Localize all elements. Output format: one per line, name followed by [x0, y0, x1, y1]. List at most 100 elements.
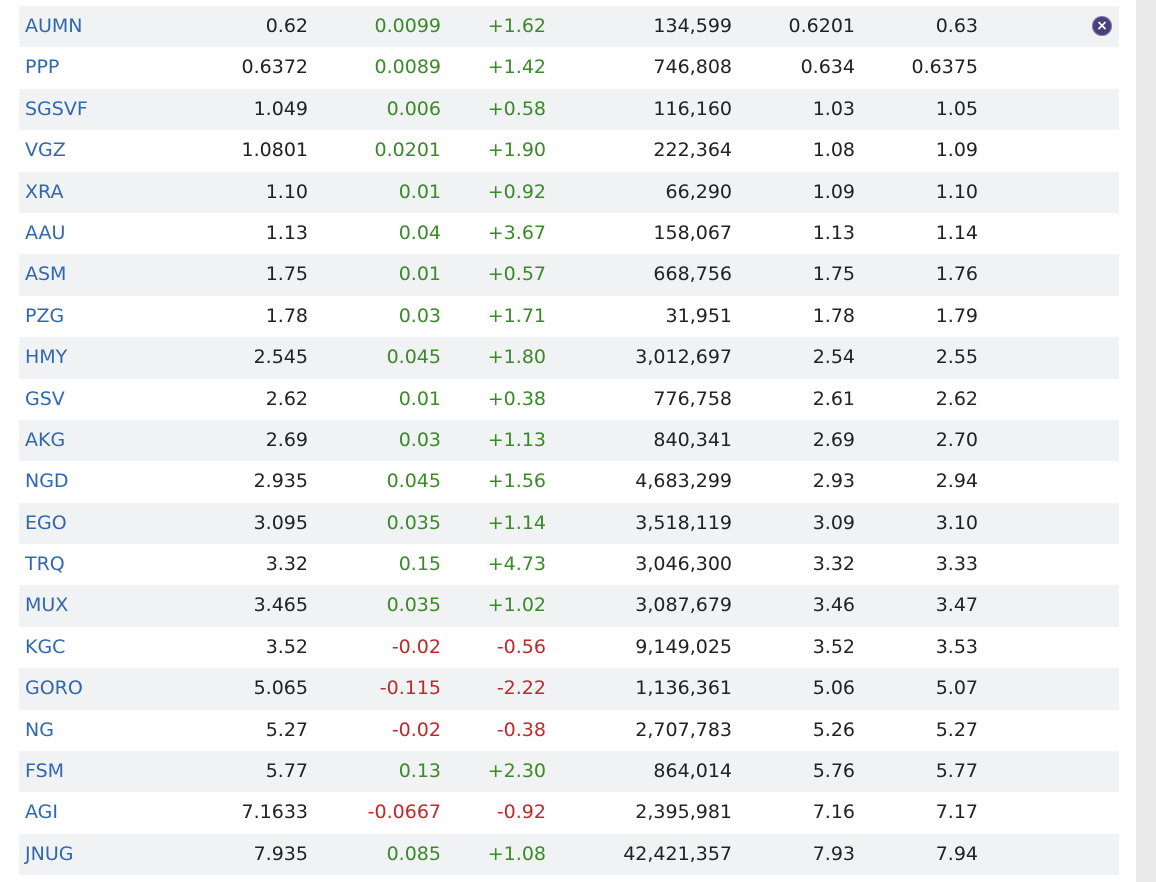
- ask-cell: 3.10: [935, 511, 978, 534]
- symbol-link[interactable]: EGO: [25, 511, 67, 534]
- table-row: MUX 3.465 0.035 +1.02 3,087,679 3.46 3.47: [19, 585, 1119, 627]
- table-row: XRA 1.10 0.01 +0.92 66,290 1.09 1.10: [19, 171, 1119, 213]
- ask-cell: 2.62: [935, 387, 978, 410]
- table-row: EGO 3.095 0.035 +1.14 3,518,119 3.09 3.10: [19, 502, 1119, 545]
- last-price-cell: 0.62: [265, 15, 308, 37]
- symbol-link[interactable]: GSV: [25, 387, 65, 410]
- change-cell: 0.0089: [374, 56, 441, 79]
- volume-cell: 2,707,783: [635, 718, 732, 741]
- symbol-link[interactable]: NGD: [25, 470, 69, 493]
- change-cell: -0.115: [379, 677, 441, 700]
- close-icon[interactable]: ×: [1092, 16, 1112, 36]
- percent-change-cell: +1.56: [487, 470, 546, 493]
- last-price-cell: 5.77: [265, 760, 308, 783]
- symbol-link[interactable]: TRQ: [25, 553, 65, 576]
- last-price-cell: 2.62: [265, 387, 308, 410]
- symbol-link[interactable]: MUX: [25, 594, 69, 617]
- percent-change-cell: +0.38: [487, 387, 546, 410]
- change-cell: 0.13: [398, 760, 441, 783]
- table-row: AUMN 0.62 0.0099 +1.62 134,599 0.6201 0.63 ×: [19, 6, 1119, 48]
- percent-change-cell: -2.22: [496, 677, 546, 700]
- symbol-link[interactable]: PZG: [25, 304, 65, 327]
- volume-cell: 116,160: [653, 97, 732, 120]
- volume-cell: 2,395,981: [635, 801, 732, 824]
- last-price-cell: 2.69: [265, 428, 308, 451]
- last-price-cell: 0.6372: [241, 56, 308, 79]
- change-cell: 0.045: [386, 470, 441, 493]
- symbol-link[interactable]: AGI: [25, 801, 58, 824]
- table-row: ASM 1.75 0.01 +0.57 668,756 1.75 1.76: [19, 254, 1119, 296]
- percent-change-cell: +0.57: [487, 263, 546, 286]
- ask-cell: 0.63: [935, 15, 978, 37]
- bid-cell: 5.26: [812, 718, 855, 741]
- ask-cell: 1.09: [935, 139, 978, 162]
- percent-change-cell: +1.62: [487, 15, 546, 37]
- volume-cell: 776,758: [653, 387, 732, 410]
- change-cell: 0.01: [398, 180, 441, 203]
- change-cell: -0.0667: [367, 801, 441, 824]
- symbol-link[interactable]: KGC: [25, 635, 66, 658]
- last-price-cell: 1.13: [265, 221, 308, 244]
- table-row: HMY 2.545 0.045 +1.80 3,012,697 2.54 2.55: [19, 337, 1119, 379]
- table-row: AAU 1.13 0.04 +3.67 158,067 1.13 1.14: [19, 213, 1119, 254]
- table-row: NG 5.27 -0.02 -0.38 2,707,783 5.26 5.27: [19, 710, 1119, 751]
- bid-cell: 0.634: [800, 56, 855, 79]
- symbol-link[interactable]: AUMN: [25, 15, 83, 37]
- table-row: AGI 7.1633 -0.0667 -0.92 2,395,981 7.16 7.17: [19, 792, 1119, 833]
- change-cell: 0.04: [398, 221, 441, 244]
- last-price-cell: 3.32: [265, 553, 308, 576]
- last-price-cell: 1.10: [265, 180, 308, 203]
- last-price-cell: 1.78: [265, 304, 308, 327]
- volume-cell: 864,014: [653, 760, 732, 783]
- percent-change-cell: +1.71: [487, 304, 546, 327]
- last-price-cell: 3.095: [253, 511, 308, 534]
- ask-cell: 2.70: [935, 428, 978, 451]
- bid-cell: 1.08: [812, 139, 855, 162]
- bid-cell: 1.09: [812, 180, 855, 203]
- ask-cell: 2.55: [935, 346, 978, 369]
- ask-cell: 1.79: [935, 304, 978, 327]
- ask-cell: 5.07: [935, 677, 978, 700]
- table-row: VGZ 1.0801 0.0201 +1.90 222,364 1.08 1.09: [19, 130, 1119, 171]
- percent-change-cell: +1.14: [487, 511, 546, 534]
- ask-cell: 5.27: [935, 718, 978, 741]
- change-cell: 0.035: [386, 594, 441, 617]
- bid-cell: 3.52: [812, 635, 855, 658]
- symbol-link[interactable]: AAU: [25, 221, 66, 244]
- symbol-link[interactable]: JNUG: [25, 842, 74, 865]
- table-row: NGD 2.935 0.045 +1.56 4,683,299 2.93 2.94: [19, 461, 1119, 502]
- symbol-link[interactable]: FSM: [25, 760, 65, 783]
- symbol-link[interactable]: HMY: [25, 346, 68, 369]
- change-cell: 0.03: [398, 428, 441, 451]
- symbol-link[interactable]: NG: [25, 718, 54, 741]
- last-price-cell: 1.75: [265, 263, 308, 286]
- ask-cell: 3.53: [935, 635, 978, 658]
- bid-cell: 1.03: [812, 97, 855, 120]
- bid-cell: 5.06: [812, 677, 855, 700]
- symbol-link[interactable]: VGZ: [25, 139, 66, 162]
- percent-change-cell: +1.42: [487, 56, 546, 79]
- table-row: GORO 5.065 -0.115 -2.22 1,136,361 5.06 5.07: [19, 668, 1119, 710]
- bid-cell: 1.75: [812, 263, 855, 286]
- percent-change-cell: -0.56: [496, 635, 546, 658]
- vertical-scrollbar[interactable]: [1136, 0, 1156, 882]
- last-price-cell: 2.545: [253, 346, 308, 369]
- table-row: TRQ 3.32 0.15 +4.73 3,046,300 3.32 3.33: [19, 544, 1119, 585]
- symbol-link[interactable]: PPP: [25, 56, 60, 79]
- volume-cell: 3,046,300: [635, 553, 732, 576]
- symbol-link[interactable]: SGSVF: [25, 97, 88, 120]
- table-row: PPP 0.6372 0.0089 +1.42 746,808 0.634 0.6375: [19, 47, 1119, 88]
- symbol-link[interactable]: XRA: [25, 180, 64, 203]
- symbol-link[interactable]: ASM: [25, 263, 67, 286]
- symbol-link[interactable]: AKG: [25, 428, 66, 451]
- ask-cell: 3.33: [935, 553, 978, 576]
- bid-cell: 1.13: [812, 221, 855, 244]
- ask-cell: 7.94: [935, 842, 978, 865]
- symbol-link[interactable]: GORO: [25, 677, 83, 700]
- volume-cell: 42,421,357: [623, 842, 732, 865]
- volume-cell: 840,341: [653, 428, 732, 451]
- change-cell: 0.085: [386, 842, 441, 865]
- change-cell: 0.035: [386, 511, 441, 534]
- percent-change-cell: -0.92: [496, 801, 546, 824]
- percent-change-cell: +1.90: [487, 139, 546, 162]
